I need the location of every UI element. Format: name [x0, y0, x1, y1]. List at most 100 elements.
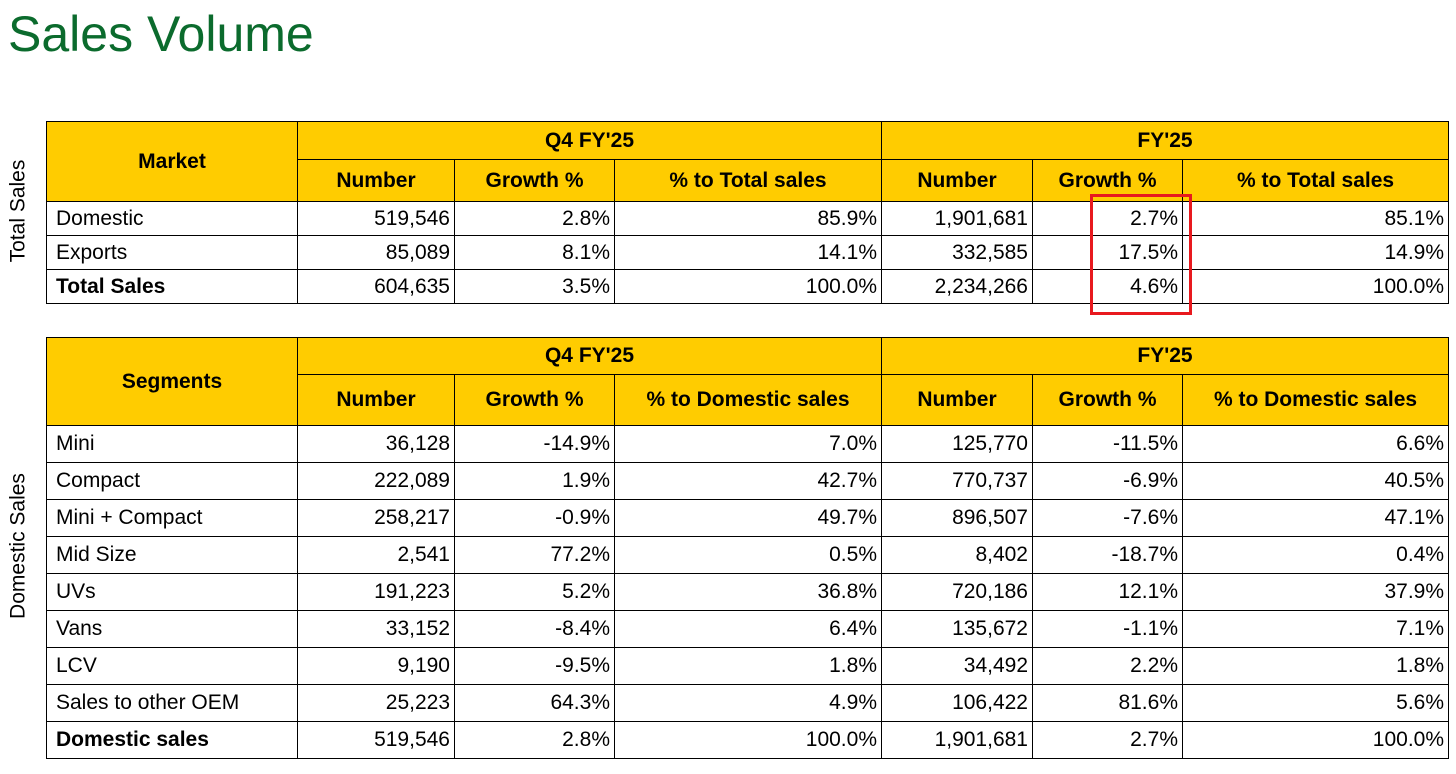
- table-row: Mini 36,128 -14.9% 7.0% 125,770 -11.5% 6.6%: [46, 425, 1450, 463]
- table-cell: -11.5%: [1032, 425, 1183, 463]
- row-label: Total Sales: [46, 269, 298, 304]
- q4-group-header: Q4 FY'25: [297, 121, 882, 160]
- column-header: Number: [881, 374, 1033, 426]
- table-cell: 85.1%: [1181, 201, 1450, 236]
- column-header: Number: [297, 374, 455, 426]
- table-row: LCV 9,190 -9.5% 1.8% 34,492 2.2% 1.8%: [46, 647, 1450, 685]
- column-header: % to Domestic sales: [614, 374, 882, 426]
- table-cell: 191,223: [297, 573, 455, 611]
- table-cell: 0.4%: [1181, 536, 1450, 574]
- table-cell: 47.1%: [1181, 499, 1450, 537]
- table-cell: 604,635: [297, 269, 455, 304]
- table-cell: 17.5%: [1032, 235, 1183, 270]
- table-cell: 1.8%: [614, 647, 882, 685]
- total-sales-body: Domestic 519,546 2.8% 85.9% 1,901,681 2.7% 85.…: [46, 201, 1450, 304]
- table-row: Total Sales 604,635 3.5% 100.0% 2,234,266 4.6…: [46, 269, 1450, 304]
- table-cell: 36,128: [297, 425, 455, 463]
- table-cell: 12.1%: [1032, 573, 1183, 611]
- fy-group-header: FY'25: [880, 337, 1450, 375]
- table-cell: 3.5%: [454, 269, 615, 304]
- table-cell: 100.0%: [1181, 269, 1450, 304]
- total-sales-table: Market Q4 FY'25 FY'25 Number Growth % % …: [46, 121, 1450, 304]
- row-label: Mid Size: [46, 536, 298, 574]
- table-cell: 1,901,681: [881, 721, 1033, 759]
- table-cell: 6.6%: [1181, 425, 1450, 463]
- column-header: % to Total sales: [1181, 159, 1450, 202]
- table-cell: 85.9%: [614, 201, 882, 236]
- table-cell: 77.2%: [454, 536, 615, 574]
- table-cell: -8.4%: [454, 610, 615, 648]
- column-header: Growth %: [454, 159, 615, 202]
- market-header: Market: [46, 121, 298, 202]
- row-label: UVs: [46, 573, 298, 611]
- page-title: Sales Volume: [8, 6, 314, 62]
- table-cell: 100.0%: [614, 721, 882, 759]
- table-cell: 64.3%: [454, 684, 615, 722]
- table-cell: 49.7%: [614, 499, 882, 537]
- table-cell: 81.6%: [1032, 684, 1183, 722]
- domestic-sales-body: Mini 36,128 -14.9% 7.0% 125,770 -11.5% 6.6% Com…: [46, 425, 1450, 759]
- table-cell: 14.9%: [1181, 235, 1450, 270]
- table-cell: 2.8%: [454, 201, 615, 236]
- table-cell: 25,223: [297, 684, 455, 722]
- table-cell: 8.1%: [454, 235, 615, 270]
- table-row: Sales to other OEM 25,223 64.3% 4.9% 106,422…: [46, 684, 1450, 722]
- table-cell: 2,234,266: [881, 269, 1033, 304]
- table-cell: 106,422: [881, 684, 1033, 722]
- table-cell: -14.9%: [454, 425, 615, 463]
- table-row: Vans 33,152 -8.4% 6.4% 135,672 -1.1% 7.1%: [46, 610, 1450, 648]
- table-cell: 720,186: [881, 573, 1033, 611]
- table-cell: 125,770: [881, 425, 1033, 463]
- row-label: Compact: [46, 462, 298, 500]
- table-cell: 40.5%: [1181, 462, 1450, 500]
- table-cell: 332,585: [881, 235, 1033, 270]
- table-cell: 8,402: [881, 536, 1033, 574]
- column-header: Growth %: [1032, 374, 1183, 426]
- table-cell: 100.0%: [614, 269, 882, 304]
- domestic-sales-side-label: Domestic Sales: [6, 473, 30, 619]
- table-row: Mini + Compact 258,217 -0.9% 49.7% 896,507 -7…: [46, 499, 1450, 537]
- table-cell: 2.7%: [1032, 721, 1183, 759]
- table-cell: 5.2%: [454, 573, 615, 611]
- table-cell: 222,089: [297, 462, 455, 500]
- table-cell: 0.5%: [614, 536, 882, 574]
- table-cell: -1.1%: [1032, 610, 1183, 648]
- column-header-row: Number Growth % % to Domestic sales Numb…: [47, 374, 1450, 426]
- column-header: Growth %: [454, 374, 615, 426]
- table-cell: 1.8%: [1181, 647, 1450, 685]
- table-cell: 2,541: [297, 536, 455, 574]
- table-cell: 2.8%: [454, 721, 615, 759]
- table-cell: 7.1%: [1181, 610, 1450, 648]
- row-label: Mini: [46, 425, 298, 463]
- row-label: Domestic sales: [46, 721, 298, 759]
- table-cell: 5.6%: [1181, 684, 1450, 722]
- table-row: Domestic 519,546 2.8% 85.9% 1,901,681 2.7% 85.…: [46, 201, 1450, 236]
- table-cell: 36.8%: [614, 573, 882, 611]
- column-header: Number: [881, 159, 1033, 202]
- table-cell: 6.4%: [614, 610, 882, 648]
- row-label: Exports: [46, 235, 298, 270]
- row-label: Domestic: [46, 201, 298, 236]
- table-cell: 1,901,681: [881, 201, 1033, 236]
- table-cell: 42.7%: [614, 462, 882, 500]
- segments-header: Segments: [46, 337, 298, 426]
- table-cell: 14.1%: [614, 235, 882, 270]
- table-row: UVs 191,223 5.2% 36.8% 720,186 12.1% 37.9%: [46, 573, 1450, 611]
- column-header: % to Total sales: [614, 159, 882, 202]
- table-cell: 4.6%: [1032, 269, 1183, 304]
- table-cell: 519,546: [297, 201, 455, 236]
- table-cell: 7.0%: [614, 425, 882, 463]
- row-label: Sales to other OEM: [46, 684, 298, 722]
- column-header: % to Domestic sales: [1181, 374, 1450, 426]
- table-cell: -0.9%: [454, 499, 615, 537]
- table-cell: -9.5%: [454, 647, 615, 685]
- table-cell: 37.9%: [1181, 573, 1450, 611]
- q4-group-header: Q4 FY'25: [297, 337, 882, 375]
- table-cell: 4.9%: [614, 684, 882, 722]
- table-cell: 770,737: [881, 462, 1033, 500]
- table-cell: 135,672: [881, 610, 1033, 648]
- total-sales-side-label: Total Sales: [6, 159, 30, 263]
- table-cell: 85,089: [297, 235, 455, 270]
- row-label: LCV: [46, 647, 298, 685]
- table-cell: 519,546: [297, 721, 455, 759]
